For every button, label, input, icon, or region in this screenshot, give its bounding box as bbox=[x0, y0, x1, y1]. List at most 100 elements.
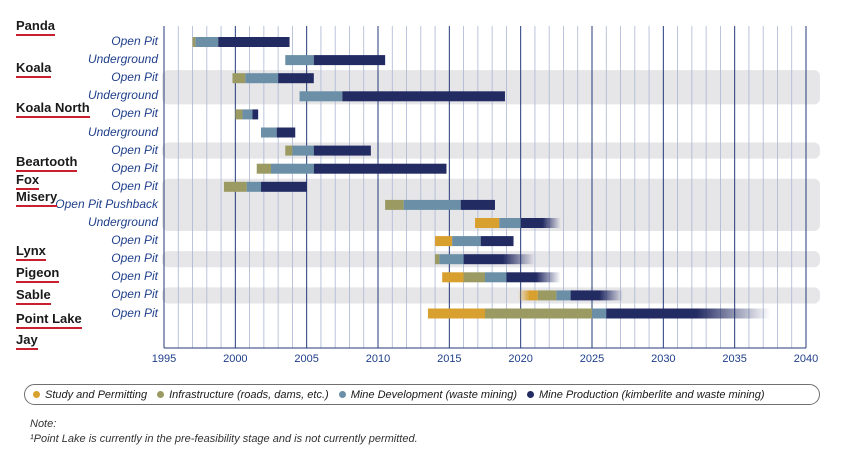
bar-development bbox=[439, 254, 464, 265]
bar-production bbox=[520, 218, 561, 228]
bar-infrastructure bbox=[463, 272, 485, 283]
bar-infrastructure bbox=[235, 109, 243, 120]
mine-name: Misery bbox=[16, 189, 58, 207]
legend-label: Study and Permitting bbox=[45, 388, 148, 401]
bar-development bbox=[261, 127, 277, 138]
bar-development bbox=[242, 109, 253, 120]
row-label: Open Pit bbox=[111, 106, 158, 121]
bar-production bbox=[506, 272, 561, 283]
bar-production bbox=[278, 73, 314, 84]
bar-study bbox=[435, 236, 453, 247]
bar-infrastructure bbox=[485, 308, 592, 319]
mine-name: Koala North bbox=[16, 100, 90, 118]
bar-production bbox=[276, 127, 296, 138]
bar-development bbox=[403, 199, 461, 210]
row-label: Underground bbox=[87, 88, 158, 103]
legend-label: Infrastructure (roads, dams, etc.) bbox=[169, 388, 329, 401]
bar-development bbox=[452, 236, 481, 247]
bar-infrastructure bbox=[285, 145, 293, 156]
row-label: Open Pit bbox=[111, 70, 158, 85]
legend-swatch bbox=[526, 391, 534, 398]
bar-infrastructure bbox=[232, 73, 246, 84]
x-tick-label: 2030 bbox=[651, 353, 675, 365]
bar-production bbox=[313, 145, 371, 156]
bar-production bbox=[252, 109, 259, 120]
x-tick-label: 2015 bbox=[437, 353, 461, 365]
bar-infrastructure bbox=[256, 163, 271, 174]
bar-production bbox=[606, 308, 771, 319]
legend-label: Mine Production (kimberlite and waste mi… bbox=[538, 388, 765, 401]
note-title: Note: bbox=[30, 418, 57, 430]
bar-infrastructure bbox=[537, 290, 557, 301]
bar-study bbox=[427, 308, 485, 319]
bar-production bbox=[460, 199, 495, 210]
bar-development bbox=[299, 91, 343, 102]
bar-infrastructure bbox=[223, 181, 247, 192]
bar-development bbox=[592, 308, 607, 319]
legend-label: Mine Development (waste mining) bbox=[350, 388, 517, 401]
row-label: Open Pit bbox=[111, 269, 158, 284]
legend-item-infrastructure: Infrastructure (roads, dams, etc.) bbox=[157, 389, 329, 401]
bar-study bbox=[517, 290, 538, 301]
bar-development bbox=[245, 73, 279, 84]
bar-production bbox=[313, 163, 447, 174]
bar-development bbox=[271, 163, 314, 174]
legend-swatch bbox=[338, 391, 346, 398]
legend: Study and Permitting Infrastructure (road… bbox=[24, 384, 820, 405]
bar-production bbox=[480, 236, 514, 247]
mine-band-beartooth bbox=[162, 142, 820, 159]
bar-production bbox=[261, 181, 307, 192]
legend-item-development: Mine Development (waste mining) bbox=[338, 388, 517, 401]
bar-development bbox=[485, 272, 507, 283]
row-label: Open Pit bbox=[111, 178, 158, 193]
bar-development bbox=[195, 37, 219, 47]
legend-item-study: Study and Permitting bbox=[33, 389, 147, 401]
mine-name: Pigeon bbox=[16, 265, 60, 283]
bar-development bbox=[292, 145, 314, 156]
x-tick-label: 1995 bbox=[152, 353, 176, 365]
row-label: Open Pit bbox=[111, 142, 158, 157]
bar-infrastructure bbox=[385, 199, 404, 210]
row-label: Open Pit bbox=[111, 233, 158, 248]
bar-development bbox=[556, 290, 571, 301]
bar-development bbox=[246, 181, 262, 192]
row-label: Open Pit bbox=[111, 305, 158, 320]
legend-swatch bbox=[33, 391, 40, 398]
bar-production bbox=[570, 290, 624, 301]
bar-production bbox=[463, 254, 535, 265]
mine-name: Panda bbox=[16, 18, 56, 36]
bar-production bbox=[313, 55, 386, 66]
mine-schedule-chart: 1995 2000 2005 2010 2015 2020 2025 2030 2035 2040 bbox=[152, 26, 820, 365]
mine-name: Jay bbox=[16, 332, 38, 350]
mine-name: Point Lake bbox=[16, 311, 82, 329]
x-tick-label: 2025 bbox=[580, 353, 604, 365]
row-label: Open Pit bbox=[111, 160, 158, 175]
x-tick-label: 2035 bbox=[722, 353, 746, 365]
bar-development bbox=[285, 55, 314, 66]
bar-infrastructure bbox=[435, 254, 440, 265]
legend-item-production: Mine Production (kimberlite and waste mi… bbox=[526, 388, 765, 401]
x-tick-label: 2020 bbox=[508, 353, 532, 365]
mine-band-point-lake bbox=[162, 287, 820, 304]
row-label: Underground bbox=[87, 52, 158, 67]
legend-swatch bbox=[157, 391, 165, 398]
row-label: Open Pit bbox=[111, 34, 158, 48]
mine-name: Sable bbox=[16, 287, 51, 305]
row-label: Underground bbox=[87, 124, 158, 139]
x-tick-label: 2005 bbox=[294, 353, 318, 365]
row-label: Open Pit bbox=[111, 287, 158, 302]
bar-production bbox=[218, 37, 290, 47]
row-label: Open Pit bbox=[111, 251, 158, 266]
x-tick-label: 2040 bbox=[794, 353, 818, 365]
row-label: Open Pit Pushback bbox=[55, 196, 158, 211]
mine-name: Lynx bbox=[16, 243, 46, 261]
x-tick-label: 2000 bbox=[223, 353, 247, 365]
row-label: Underground bbox=[87, 215, 158, 229]
mine-name: Koala bbox=[16, 60, 52, 78]
note-text: ¹Point Lake is currently in the pre-feas… bbox=[30, 433, 418, 445]
mine-name: Beartooth bbox=[16, 154, 78, 172]
bar-study bbox=[442, 272, 464, 283]
mine-name: Fox bbox=[16, 172, 40, 190]
bar-infrastructure bbox=[192, 37, 196, 47]
bar-study bbox=[475, 218, 500, 228]
